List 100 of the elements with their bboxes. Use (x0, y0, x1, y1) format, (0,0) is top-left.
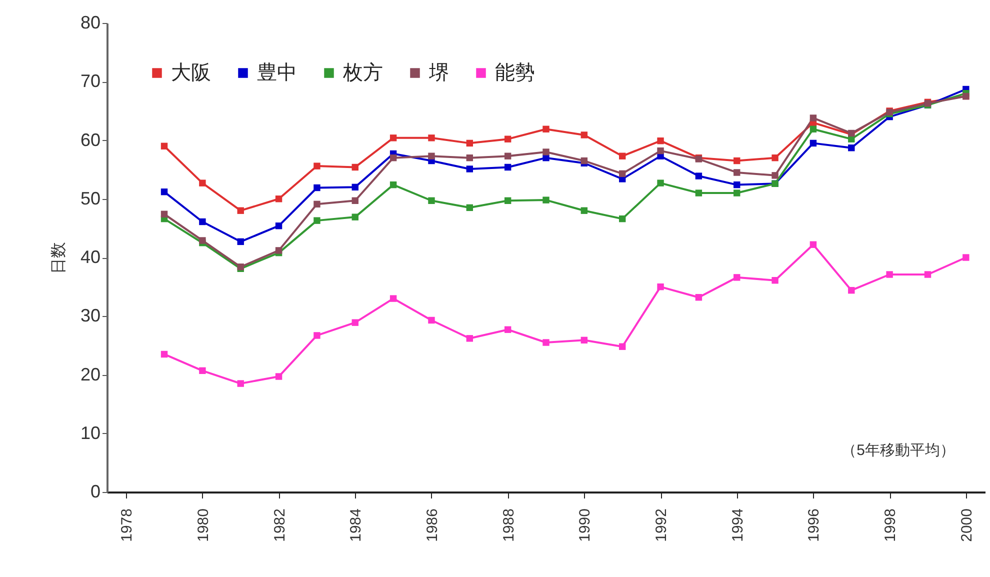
legend-label: 豊中 (257, 62, 297, 84)
point (237, 238, 244, 246)
x-tick-label: 1982 (271, 508, 288, 542)
x-tick-label: 1992 (653, 508, 670, 542)
point (390, 181, 397, 188)
point (772, 172, 778, 179)
legend-label: 枚方 (342, 61, 383, 84)
point (352, 184, 358, 191)
point (810, 241, 817, 248)
point (734, 274, 740, 281)
point (695, 172, 702, 180)
point (199, 237, 206, 244)
point (466, 204, 474, 212)
point (466, 166, 474, 172)
x-tick-label: 1998 (882, 508, 900, 542)
point (542, 339, 550, 346)
point (237, 380, 244, 387)
y-tick-label: 60 (80, 130, 100, 150)
point (199, 218, 206, 226)
point (504, 136, 512, 142)
point (734, 181, 740, 188)
point (580, 157, 588, 164)
point (352, 164, 358, 171)
point (618, 152, 626, 160)
point (542, 148, 550, 156)
point (160, 142, 168, 150)
point (428, 197, 435, 204)
point (810, 114, 817, 122)
y-tick-label: 40 (80, 247, 100, 267)
point (772, 277, 778, 284)
point (352, 319, 358, 326)
x-tick-label: 1990 (576, 508, 594, 542)
point (352, 197, 358, 204)
point (657, 147, 664, 154)
point (734, 157, 740, 164)
point (504, 326, 512, 333)
point (504, 197, 512, 204)
y-tick-label: 0 (90, 482, 100, 502)
point (695, 190, 702, 196)
x-tick-label: 1984 (348, 508, 365, 542)
point (466, 154, 474, 162)
point (618, 170, 626, 178)
point (618, 215, 626, 222)
point (657, 180, 664, 186)
point (962, 254, 970, 261)
point (428, 134, 435, 142)
point (580, 132, 588, 138)
point (314, 162, 320, 170)
point (275, 222, 282, 230)
point (466, 335, 474, 342)
point (160, 350, 168, 358)
point (199, 180, 206, 186)
point (199, 367, 206, 374)
annotation: （5年移動平均） (842, 442, 955, 459)
point (390, 295, 397, 302)
point (542, 196, 550, 204)
point (160, 210, 168, 218)
y-tick-label: 50 (80, 188, 100, 208)
y-tick-label: 10 (80, 422, 100, 443)
point (314, 200, 320, 208)
x-tick-label: 2000 (958, 508, 976, 542)
point (390, 154, 397, 162)
point (237, 207, 244, 214)
point (160, 188, 168, 196)
point (810, 140, 817, 147)
point (924, 271, 932, 278)
y-tick-label: 80 (80, 12, 100, 32)
point (275, 247, 282, 254)
point (504, 152, 512, 160)
point (848, 144, 855, 152)
legend-label: 大阪 (171, 62, 211, 84)
point (314, 184, 320, 192)
x-tick-label: 1980 (194, 508, 212, 542)
point (314, 332, 320, 339)
x-tick-label: 1986 (424, 508, 441, 542)
legend-label: 堺 (428, 62, 449, 84)
x-tick-label: 1996 (806, 508, 823, 542)
x-tick-label: 1978 (118, 508, 136, 542)
point (848, 286, 855, 294)
point (390, 134, 397, 142)
point (695, 294, 702, 301)
point (504, 164, 512, 171)
point (352, 214, 358, 220)
point (314, 217, 320, 224)
point (275, 373, 282, 380)
point (618, 343, 626, 350)
legend-label: 能勢 (495, 62, 535, 84)
point (580, 207, 588, 214)
y-tick-label: 20 (80, 364, 100, 384)
x-tick-label: 1988 (500, 508, 518, 542)
y-tick-label: 30 (80, 306, 100, 326)
point (428, 316, 435, 324)
point (657, 137, 664, 144)
point (734, 190, 740, 196)
y-tick-label: 70 (80, 71, 100, 92)
x-tick-label: 1994 (729, 508, 746, 542)
point (810, 126, 817, 132)
point (886, 271, 893, 278)
point (734, 169, 740, 176)
point (428, 152, 435, 160)
